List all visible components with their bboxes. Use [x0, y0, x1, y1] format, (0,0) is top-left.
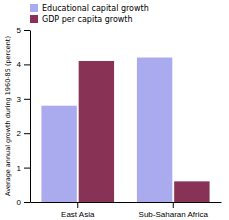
plot: 0 1 2 3 4 5 East Asia Sub-Saharan Africa: [17, 26, 222, 219]
y-tick: 1: [17, 164, 30, 173]
x-tick: East Asia: [61, 202, 95, 219]
y-axis: 0 1 2 3 4 5: [17, 26, 31, 207]
bar: [79, 61, 114, 202]
bar-series: [79, 61, 210, 202]
y-tick: 0: [17, 198, 30, 207]
y-tick-mark: [24, 30, 30, 31]
y-tick-label: 2: [17, 129, 22, 138]
x-tick-mark: [173, 202, 174, 208]
y-axis-title: Average annual growth during 1960-85 (pe…: [4, 36, 12, 196]
y-tick-mark: [24, 64, 30, 65]
bar: [137, 58, 172, 202]
legend-item: GDP per capita growth: [30, 15, 133, 24]
x-tick-mark: [77, 202, 78, 208]
bar: [41, 106, 76, 202]
x-axis-line: [31, 202, 222, 203]
legend-swatch: [30, 4, 38, 12]
y-tick-label: 1: [17, 164, 22, 173]
legend-item: Educational capital growth: [30, 4, 149, 13]
y-axis-line: [30, 31, 31, 203]
y-tick-mark: [24, 202, 30, 203]
y-tick-label: 5: [17, 26, 22, 35]
legend-label: GDP per capita growth: [42, 15, 133, 24]
y-tick-mark: [24, 99, 30, 100]
y-tick: 5: [17, 26, 30, 35]
legend-swatch: [30, 15, 38, 23]
x-tick: Sub-Saharan Africa: [139, 202, 209, 219]
bar: [174, 181, 209, 202]
x-axis: East Asia Sub-Saharan Africa: [31, 202, 222, 219]
bar-series: [41, 58, 172, 202]
y-tick-label: 0: [17, 198, 22, 207]
y-tick-label: 3: [17, 95, 22, 104]
y-tick-mark: [24, 133, 30, 134]
bars: [41, 58, 209, 202]
y-tick: 2: [17, 129, 30, 138]
chart: 0 1 2 3 4 5 East Asia Sub-Saharan Africa Average…: [0, 0, 229, 220]
y-tick-label: 4: [17, 60, 22, 69]
y-tick: 3: [17, 95, 30, 104]
y-tick: 4: [17, 60, 30, 69]
y-tick-mark: [24, 168, 30, 169]
x-tick-label: East Asia: [61, 210, 95, 219]
legend-label: Educational capital growth: [42, 4, 149, 13]
x-tick-label: Sub-Saharan Africa: [139, 210, 209, 219]
legend: Educational capital growth GDP per capita…: [30, 4, 149, 24]
